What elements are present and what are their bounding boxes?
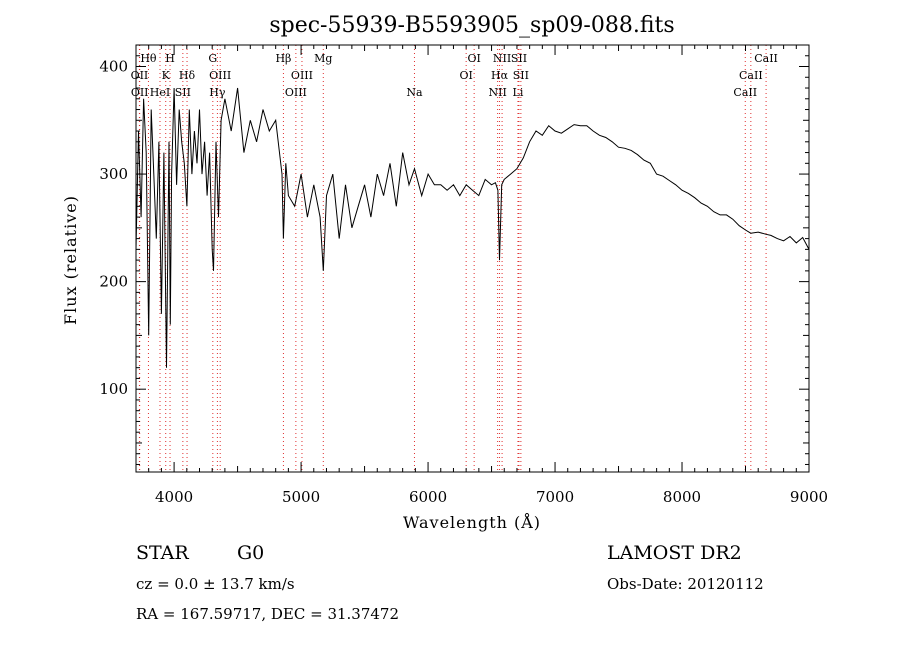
- x-tick-label: 5000: [282, 488, 320, 506]
- plot-frame: [135, 44, 810, 473]
- spectral-line-label: OII: [131, 86, 149, 99]
- spectral-line-label: G: [208, 52, 217, 65]
- y-tick-label: 100: [99, 380, 128, 398]
- x-axis: 4000 5000 6000 7000 8000 9000: [135, 45, 828, 506]
- spectral-line-label: K: [162, 69, 171, 82]
- spectral-line-label: SII: [511, 52, 527, 65]
- spectral-line-label: OIII: [285, 86, 307, 99]
- spectral-line-markers: [138, 45, 767, 472]
- redshift-value: cz = 0.0 ± 13.7 km/s: [136, 575, 295, 593]
- spectral-line-label: Hβ: [275, 52, 291, 65]
- x-tick-label: 4000: [155, 488, 193, 506]
- spectral-line-label: SII: [513, 69, 529, 82]
- spectrum-series-line: [135, 87, 810, 368]
- x-tick-label: 7000: [536, 488, 574, 506]
- obs-date: Obs-Date: 20120112: [607, 575, 764, 593]
- y-tick-label: 400: [99, 58, 128, 76]
- spectral-line-label: Hθ: [140, 52, 157, 65]
- spectral-line-label: CaII: [733, 86, 757, 99]
- spectral-line-label: NII: [488, 86, 506, 99]
- spectral-line-label: OI: [467, 52, 480, 65]
- spectral-line-label: Mg: [314, 52, 332, 65]
- spectral-line-label: Hγ: [209, 86, 226, 99]
- x-tick-label: 9000: [790, 488, 828, 506]
- y-axis: 100 200 300 400: [99, 55, 809, 465]
- spectral-line-label: OIII: [291, 69, 313, 82]
- spectral-line-label: SII: [175, 86, 191, 99]
- x-tick-label: 8000: [663, 488, 701, 506]
- spectral-line-label: Hα: [491, 69, 509, 82]
- spectral-line-label: OII: [131, 69, 149, 82]
- spectral-line-label: HeI: [150, 86, 170, 99]
- chart-title: spec-55939-B5593905_sp09-088.fits: [269, 13, 674, 38]
- spectral-line-label: Li: [513, 86, 524, 99]
- spectral-line-label: OI: [459, 69, 472, 82]
- spectral-line-label: NII: [493, 52, 511, 65]
- spectral-line-label: Na: [406, 86, 423, 99]
- coordinates: RA = 167.59717, DEC = 31.37472: [136, 605, 399, 623]
- x-axis-label: Wavelength (Å): [403, 512, 541, 532]
- object-subclass: G0: [237, 542, 264, 564]
- spectral-line-label: CaII: [739, 69, 763, 82]
- spectral-line-label: H: [165, 52, 175, 65]
- survey-name: LAMOST DR2: [607, 542, 742, 564]
- y-axis-label: Flux (relative): [61, 195, 80, 325]
- spectral-line-label: Hδ: [179, 69, 196, 82]
- object-class: STAR: [136, 542, 189, 564]
- y-tick-label: 200: [99, 273, 128, 291]
- y-tick-label: 300: [99, 165, 128, 183]
- spectral-line-label: OIII: [209, 69, 231, 82]
- x-tick-label: 6000: [409, 488, 447, 506]
- spectral-line-label: CaII: [754, 52, 778, 65]
